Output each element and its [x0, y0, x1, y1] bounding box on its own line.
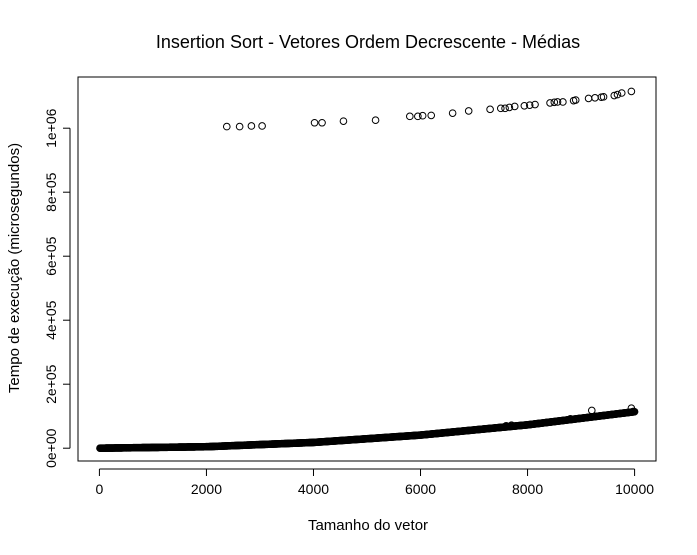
outlier-point [414, 112, 422, 121]
y-tick-label: 1e+06 [43, 108, 59, 148]
outlier-point [505, 103, 514, 112]
outlier-point [464, 107, 473, 115]
x-tick-label: 2000 [191, 481, 222, 497]
outlier-point [427, 111, 436, 120]
minor-outlier-point [587, 406, 596, 415]
outlier-point [520, 102, 529, 110]
x-tick-label: 8000 [512, 481, 543, 497]
minor-outlier-point [566, 414, 575, 423]
data-points [96, 87, 639, 452]
outlier-point [627, 87, 636, 96]
outlier-point [448, 109, 457, 117]
outlier-point [310, 118, 319, 127]
outlier-point [222, 122, 231, 131]
x-tick-label: 0 [96, 481, 104, 497]
x-tick-label: 10000 [615, 481, 654, 497]
outlier-point [550, 98, 559, 107]
outlier-point [496, 104, 505, 113]
outlier-point [371, 116, 380, 124]
minor-outlier-point [502, 422, 510, 430]
x-axis-label: Tamanho do vetor [308, 517, 428, 534]
minor-outlier-point [507, 421, 516, 429]
outlier-point [610, 91, 619, 100]
y-tick-label: 8e+05 [43, 172, 59, 212]
outlier-point [486, 105, 494, 114]
plot-frame [77, 76, 657, 462]
y-tick-label: 2e+05 [43, 364, 59, 404]
outlier-point [258, 122, 266, 130]
outlier-point [617, 89, 626, 97]
outlier-point [247, 122, 256, 130]
outlier-point [318, 118, 326, 127]
outlier-point [559, 98, 567, 106]
y-tick-label: 4e+05 [43, 300, 59, 340]
outlier-point [531, 100, 539, 109]
outlier-point [571, 96, 580, 104]
y-tick-label: 6e+05 [43, 236, 59, 276]
x-axis: 0 2000 4000 6000 8000 10000 [96, 468, 654, 497]
outlier-point [599, 93, 608, 101]
chart-title: Insertion Sort - Vetores Ordem Decrescen… [156, 32, 580, 52]
y-tick-label: 0e+00 [43, 428, 59, 468]
outlier-point [510, 102, 519, 111]
y-axis-label: Tempo de execução (microsegundos) [6, 143, 23, 393]
minor-outlier-point [629, 407, 638, 416]
outlier-point [553, 98, 562, 106]
outlier-point [525, 101, 534, 109]
outlier-point [339, 117, 348, 125]
x-tick-label: 4000 [298, 481, 329, 497]
outlier-point [546, 99, 554, 107]
outlier-point [418, 111, 427, 120]
outlier-point [501, 104, 509, 113]
outlier-point [613, 90, 622, 99]
outlier-point [406, 112, 414, 121]
outlier-point [235, 122, 244, 131]
y-axis: 0e+00 2e+05 4e+05 6e+05 8e+05 1e+06 [43, 108, 71, 468]
x-tick-label: 6000 [405, 481, 436, 497]
